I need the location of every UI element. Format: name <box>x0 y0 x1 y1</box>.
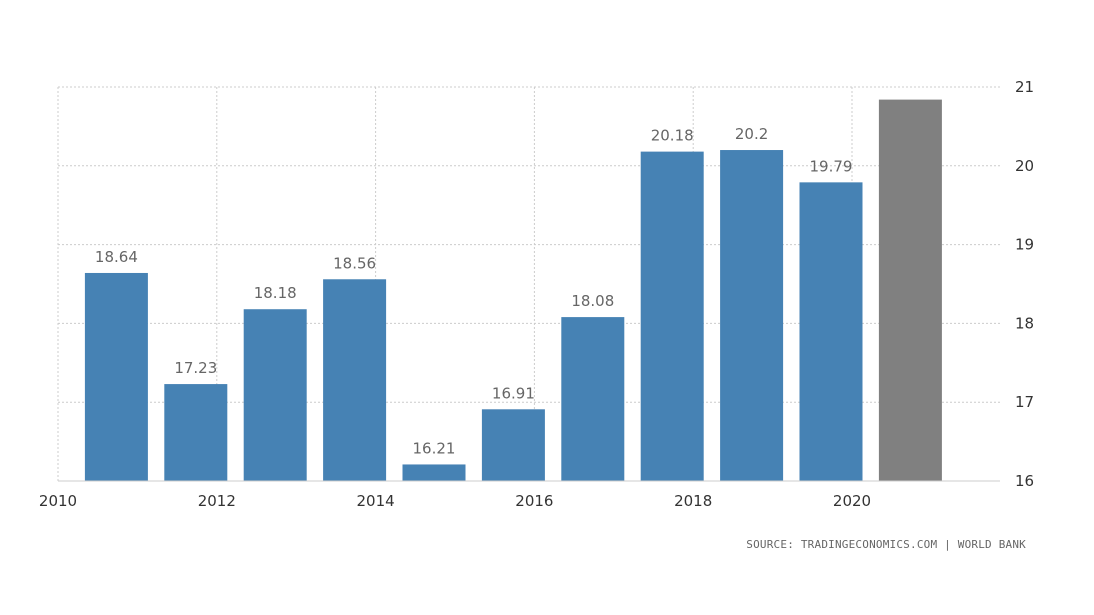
source-credit: SOURCE: TRADINGECONOMICS.COM | WORLD BAN… <box>746 538 1026 551</box>
x-tick-label: 2018 <box>674 492 712 510</box>
bar <box>799 182 863 481</box>
bar-value-label: 16.91 <box>492 384 535 402</box>
x-tick-label: 2016 <box>515 492 553 510</box>
bar-value-label: 18.18 <box>254 284 297 302</box>
bar <box>243 309 307 481</box>
bar <box>481 409 545 481</box>
y-tick-label: 20 <box>1015 157 1034 175</box>
bar <box>720 150 784 482</box>
bar <box>402 464 466 481</box>
bars <box>84 99 942 482</box>
y-tick-label: 17 <box>1015 393 1034 411</box>
y-tick-label: 19 <box>1015 236 1034 254</box>
x-tick-label: 2010 <box>39 492 77 510</box>
y-tick-label: 16 <box>1015 472 1034 490</box>
y-axis: 16 17 18 19 20 21 <box>1015 78 1034 490</box>
bar-value-label: 18.64 <box>95 248 138 266</box>
data-labels: 18.64 17.23 18.18 18.56 16.21 16.91 18.08 20.18… <box>95 125 853 457</box>
y-tick-label: 21 <box>1015 78 1034 96</box>
bar <box>640 151 704 481</box>
x-tick-label: 2012 <box>198 492 236 510</box>
bar-value-label: 19.79 <box>810 157 853 175</box>
forecast-bar <box>878 99 942 481</box>
x-tick-label: 2020 <box>833 492 871 510</box>
bar-value-label: 20.18 <box>651 127 694 145</box>
bar <box>561 317 625 481</box>
x-tick-label: 2014 <box>357 492 395 510</box>
bar-value-label: 18.08 <box>571 292 614 310</box>
bar-value-label: 16.21 <box>413 439 456 457</box>
x-axis: 2010 2012 2014 2016 2018 2020 <box>39 480 1000 510</box>
bar <box>164 384 228 481</box>
bar-value-label: 20.2 <box>735 125 768 143</box>
y-tick-label: 18 <box>1015 314 1034 332</box>
bar-value-label: 17.23 <box>174 359 217 377</box>
bar <box>84 272 148 481</box>
bar-value-label: 18.56 <box>333 254 376 272</box>
bar <box>323 279 387 481</box>
